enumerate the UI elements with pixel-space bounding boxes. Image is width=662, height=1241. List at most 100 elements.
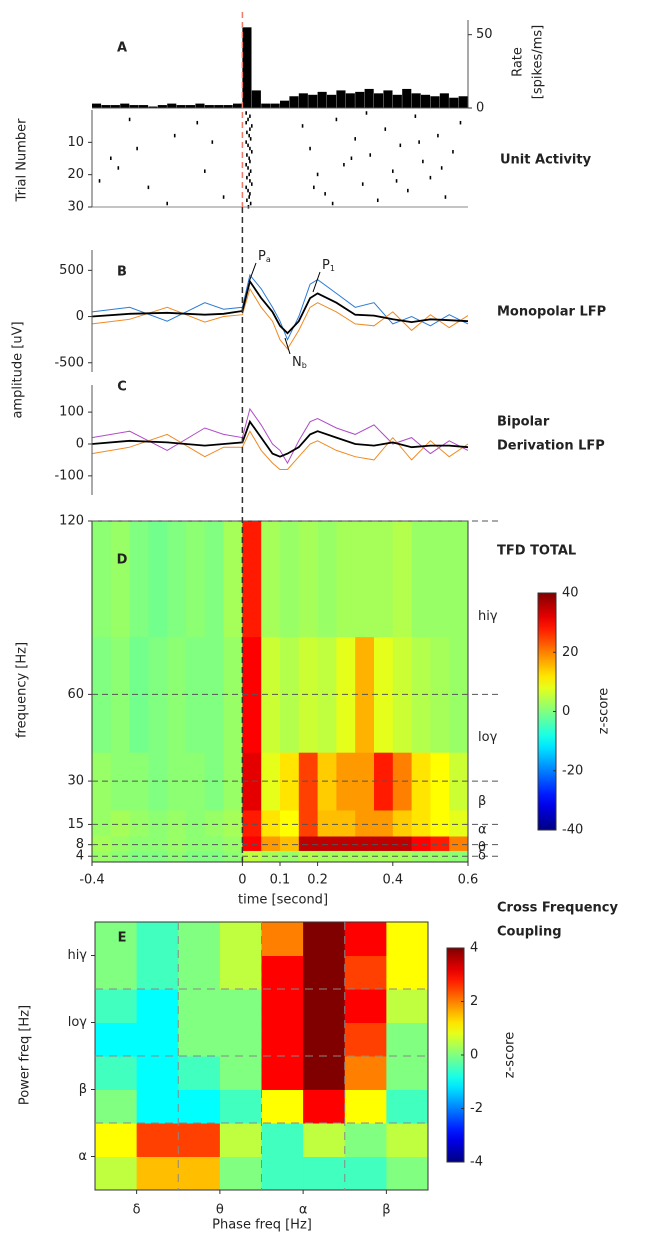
heatmap-cell <box>223 835 243 851</box>
heatmap-cell <box>148 809 168 837</box>
band-label: δ <box>478 849 486 864</box>
heatmap-cell <box>204 809 225 837</box>
histogram-bar <box>327 94 337 108</box>
histogram-bar <box>411 93 421 108</box>
heatmap-cell <box>303 1022 346 1057</box>
heatmap-cell <box>242 809 262 837</box>
histogram-bar <box>374 93 384 108</box>
heatmap-cell <box>110 850 131 863</box>
histogram-bar <box>439 93 449 108</box>
heatmap-cell <box>261 922 304 956</box>
heatmap-cell <box>449 752 469 811</box>
heatmap-cell <box>430 521 450 638</box>
heatmap-cell <box>136 989 179 1023</box>
y-tick-label: 0 <box>76 309 84 324</box>
heatmap-cell <box>219 1056 262 1090</box>
heatmap-cell <box>129 752 149 811</box>
panel-title-group: Unit Activity <box>500 153 592 168</box>
heatmap-cell <box>280 521 300 638</box>
panel-letter-group: C <box>117 380 127 395</box>
colorbar-label: z-score <box>597 688 612 734</box>
heatmap-cell <box>110 835 131 851</box>
heatmap-cell <box>355 809 375 837</box>
heatmap-cell <box>148 636 168 753</box>
heatmap-cell <box>386 1123 429 1157</box>
colorbar-tick-label: 0 <box>562 704 570 719</box>
heatmap-cell <box>261 955 304 990</box>
lfp-trace <box>91 407 469 465</box>
y-tick-label: 120 <box>59 514 84 529</box>
heatmap-cell <box>261 835 281 851</box>
heatmap-cell <box>374 809 394 837</box>
heatmap-cell <box>261 752 281 811</box>
histogram-bar <box>402 88 412 108</box>
y-axis-label-group: frequency [Hz] <box>15 642 30 738</box>
histogram-bar <box>101 105 111 108</box>
histogram-bar <box>204 105 214 108</box>
band-label: α <box>478 823 487 838</box>
heatmap-cell <box>336 835 356 851</box>
heatmap-cell <box>344 955 387 990</box>
histogram-bar <box>430 96 440 108</box>
heatmap-cell <box>303 989 346 1023</box>
heatmap-cell <box>219 1156 262 1191</box>
y-axis-label-group: amplitude [uV] <box>11 321 26 418</box>
annotation-sub: 1 <box>330 264 335 273</box>
heatmap-cell <box>298 850 319 863</box>
colorbar-tick-label: 40 <box>562 586 579 601</box>
heatmap-cell <box>129 521 149 638</box>
heatmap-cell <box>386 1056 429 1090</box>
y-tick-label: loγ <box>68 1015 88 1030</box>
heatmap-cell <box>411 636 431 753</box>
panel-letter-group: B <box>117 265 127 280</box>
lfp-trace <box>91 430 469 470</box>
heatmap-cell <box>317 521 337 638</box>
heatmap-cell <box>411 521 431 638</box>
x-tick-label: 0.2 <box>307 873 328 888</box>
heatmap-cell <box>136 955 179 990</box>
x-tick-label: 0.4 <box>382 873 403 888</box>
heatmap-cell <box>167 521 187 638</box>
colorbar-tick-label: -40 <box>562 823 583 838</box>
annotation-text: N <box>292 355 302 370</box>
histogram-bar <box>92 103 102 108</box>
heatmap-cell <box>317 809 337 837</box>
lfp-trace <box>91 287 469 350</box>
heatmap-cell <box>148 521 168 638</box>
colorbar-tick-label: 0 <box>470 1048 478 1063</box>
heatmap-cell <box>178 922 221 956</box>
heatmap-cell <box>386 1022 429 1057</box>
heatmap-cell <box>386 955 429 990</box>
heatmap-cell <box>148 835 168 851</box>
heatmap-cell <box>92 636 112 753</box>
histogram-bar <box>129 105 139 108</box>
heatmap-cell <box>186 809 206 837</box>
y-tick-label: α <box>78 1149 87 1164</box>
y-axis-label: Trial Number <box>15 118 30 203</box>
y-axis-label: frequency [Hz] <box>15 642 30 738</box>
heatmap-cell <box>204 521 225 638</box>
histogram-bar <box>336 90 346 108</box>
heatmap-cell <box>303 1123 346 1157</box>
x-tick-label: -0.4 <box>79 873 104 888</box>
histogram-bar <box>139 105 149 108</box>
heatmap-cell <box>186 521 206 638</box>
x-tick-label: 0 <box>238 873 246 888</box>
x-tick-label: θ <box>216 1203 224 1218</box>
y-axis-label-group: Power freq [Hz] <box>18 1005 33 1105</box>
heatmap-cell <box>411 835 431 851</box>
y-tick-label: hiγ <box>67 948 87 963</box>
heatmap-cell <box>136 1089 179 1124</box>
heatmap-cell <box>92 752 112 811</box>
heatmap-cell <box>167 835 187 851</box>
y-tick-label: 4 <box>76 849 84 864</box>
y-tick-label: 8 <box>76 837 84 852</box>
panel-letter-group: E <box>118 931 127 946</box>
heatmap-cell <box>449 835 469 851</box>
heatmap-cell <box>411 752 431 811</box>
histogram-bar <box>298 93 308 108</box>
y-tick-label: 20 <box>67 167 84 182</box>
annotation-sub: b <box>302 361 307 370</box>
colorbar-tick-label: -4 <box>470 1155 483 1170</box>
